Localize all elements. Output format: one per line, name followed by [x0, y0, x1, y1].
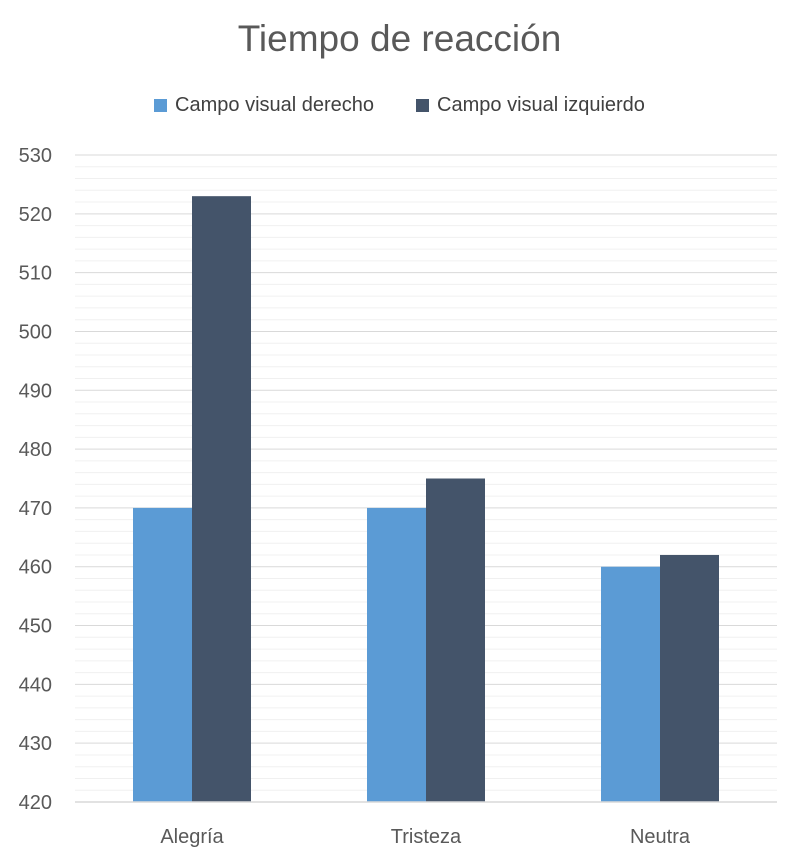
bar-series-1-2 [601, 566, 660, 802]
bar-series-2-2 [660, 554, 719, 802]
chart-title: Tiempo de reacción [237, 18, 562, 59]
y-tick-label: 480 [19, 439, 52, 461]
x-tick-label: Alegría [160, 826, 224, 848]
bar-series-1-0 [133, 507, 192, 802]
y-tick-label: 440 [19, 674, 52, 696]
y-tick-label: 420 [19, 792, 52, 814]
y-tick-label: 470 [19, 498, 52, 520]
bar-series-2-1 [426, 478, 485, 802]
x-tick-label: Tristeza [391, 826, 462, 848]
y-tick-label: 490 [19, 380, 52, 402]
x-tick-label: Neutra [630, 826, 691, 848]
y-tick-label: 530 [19, 145, 52, 167]
legend-item-series-2: Campo visual izquierdo [416, 94, 645, 117]
y-tick-label: 520 [19, 204, 52, 226]
y-tick-label: 500 [19, 321, 52, 343]
bar-series-1-1 [367, 507, 426, 802]
bar-series-2-0 [192, 196, 251, 802]
legend-label-series-2: Campo visual izquierdo [437, 94, 645, 116]
y-tick-label: 460 [19, 557, 52, 579]
legend-label-series-1: Campo visual derecho [175, 94, 375, 116]
legend-item-series-1: Campo visual derecho [154, 94, 374, 117]
y-tick-label: 430 [19, 733, 52, 755]
legend-swatch-series-1 [154, 99, 168, 112]
y-tick-label: 450 [19, 616, 52, 638]
y-tick-label: 510 [19, 263, 52, 285]
legend-swatch-series-2 [416, 99, 430, 112]
legend: Campo visual derecho Campo visual izquie… [0, 94, 799, 117]
